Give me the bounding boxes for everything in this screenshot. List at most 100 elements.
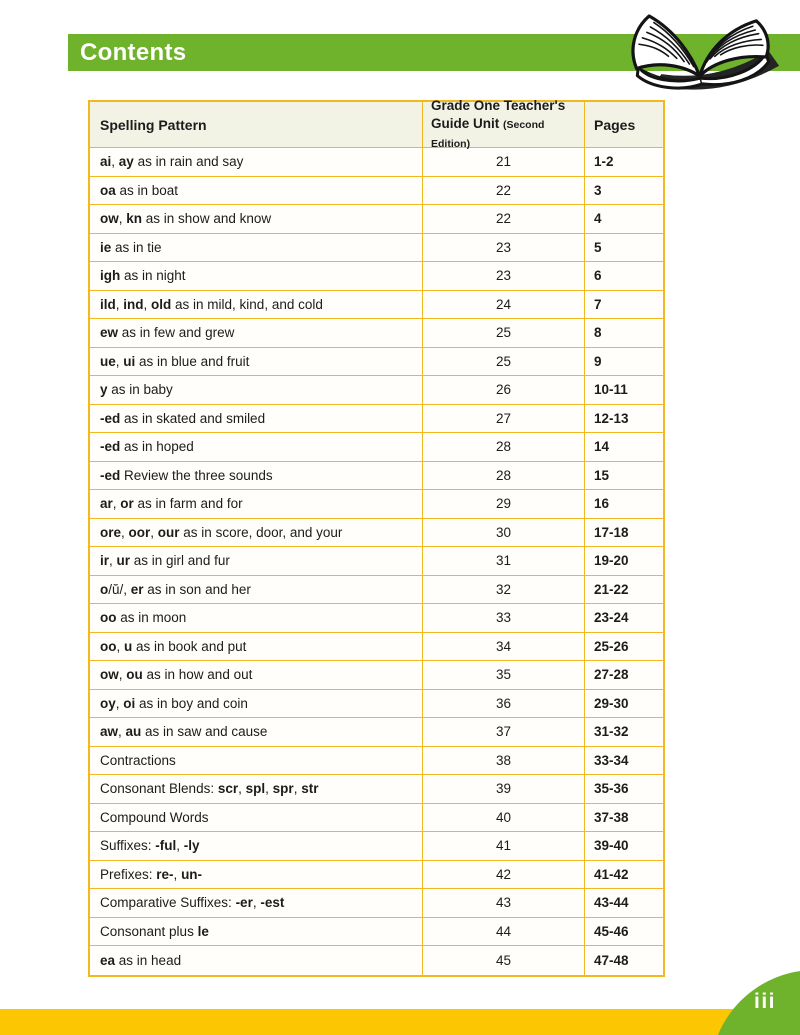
table-row: oy, oi as in boy and coin 36 29-30: [90, 689, 663, 718]
table-row: ew as in few and grew 25 8: [90, 319, 663, 348]
pages-cell: 17-18: [594, 524, 629, 540]
page-title: Contents: [80, 38, 187, 66]
unit-cell: 33: [423, 604, 585, 632]
pages-cell: 15: [594, 467, 610, 483]
pattern-cell: ild, ind, old as in mild, kind, and cold: [90, 290, 423, 318]
header-pages: Pages: [585, 102, 663, 147]
unit-cell: 28: [423, 433, 585, 461]
table-header-row: Spelling Pattern Grade One Teacher's Gui…: [90, 98, 663, 150]
unit-cell: 23: [423, 262, 585, 290]
unit-cell: 34: [423, 632, 585, 660]
table-row: oa as in boat 22 3: [90, 176, 663, 205]
pages-cell: 37-38: [594, 809, 629, 825]
pages-cell: 19-20: [594, 553, 629, 569]
table-row: ir, ur as in girl and fur 31 19-20: [90, 547, 663, 576]
unit-cell: 39: [423, 775, 585, 803]
unit-cell: 21: [423, 148, 585, 176]
unit-cell: 41: [423, 832, 585, 860]
table-row: Comparative Suffixes: -er, -est 43 43-44: [90, 889, 663, 918]
table-row: igh as in night 23 6: [90, 262, 663, 291]
unit-cell: 43: [423, 889, 585, 917]
table-row: Contractions 38 33-34: [90, 746, 663, 775]
table-row: Consonant Blends: scr, spl, spr, str 39 35…: [90, 775, 663, 804]
pattern-cell: ie as in tie: [90, 233, 423, 261]
unit-cell: 22: [423, 176, 585, 204]
pages-cell: 1-2: [594, 154, 614, 170]
contents-table: Spelling Pattern Grade One Teacher's Gui…: [88, 98, 665, 977]
unit-cell: 28: [423, 461, 585, 489]
header-guide-unit-line2: Guide Unit (Second Edition): [431, 116, 545, 150]
pages-cell: 3: [594, 182, 602, 198]
unit-cell: 36: [423, 689, 585, 717]
pattern-cell: Consonant plus le: [90, 917, 423, 945]
pages-cell: 7: [594, 296, 602, 312]
pages-cell: 5: [594, 239, 602, 255]
pages-cell: 6: [594, 268, 602, 284]
unit-cell: 30: [423, 518, 585, 546]
page-number-circle: iii: [710, 970, 800, 1035]
pages-cell: 14: [594, 439, 610, 455]
pattern-cell: o/ŭ/, er as in son and her: [90, 575, 423, 603]
unit-cell: 26: [423, 376, 585, 404]
header-spelling-pattern: Spelling Pattern: [90, 102, 423, 147]
pages-cell: 4: [594, 211, 602, 227]
header-guide-unit: Grade One Teacher's Guide Unit (Second E…: [423, 98, 585, 150]
table-row: ild, ind, old as in mild, kind, and cold…: [90, 290, 663, 319]
pattern-cell: Comparative Suffixes: -er, -est: [90, 889, 423, 917]
unit-cell: 35: [423, 661, 585, 689]
table-row: ue, ui as in blue and fruit 25 9: [90, 347, 663, 376]
pattern-cell: Compound Words: [90, 803, 423, 831]
pattern-cell: Suffixes: -ful, -ly: [90, 832, 423, 860]
pattern-cell: ar, or as in farm and for: [90, 490, 423, 518]
pages-cell: 23-24: [594, 610, 629, 626]
pattern-cell: y as in baby: [90, 376, 423, 404]
unit-cell: 45: [423, 946, 585, 975]
pattern-cell: oy, oi as in boy and coin: [90, 689, 423, 717]
table-row: ow, kn as in show and know 22 4: [90, 205, 663, 234]
unit-cell: 24: [423, 290, 585, 318]
pages-cell: 16: [594, 496, 610, 512]
table-row: y as in baby 26 10-11: [90, 376, 663, 405]
unit-cell: 31: [423, 547, 585, 575]
header-spelling-pattern-label: Spelling Pattern: [100, 116, 207, 133]
unit-cell: 25: [423, 347, 585, 375]
table-row: ow, ou as in how and out 35 27-28: [90, 661, 663, 690]
pages-cell: 45-46: [594, 923, 629, 939]
pattern-cell: ai, ay as in rain and say: [90, 148, 423, 176]
header-guide-unit-line1: Grade One Teacher's: [431, 98, 566, 114]
table-row: Prefixes: re-, un- 42 41-42: [90, 860, 663, 889]
pattern-cell: ow, kn as in show and know: [90, 205, 423, 233]
unit-cell: 27: [423, 404, 585, 432]
unit-cell: 23: [423, 233, 585, 261]
table-row: Suffixes: -ful, -ly 41 39-40: [90, 832, 663, 861]
pages-cell: 43-44: [594, 895, 629, 911]
pattern-cell: aw, au as in saw and cause: [90, 718, 423, 746]
table-body: ai, ay as in rain and say 21 1-2 oa as in b…: [90, 148, 663, 975]
pattern-cell: ue, ui as in blue and fruit: [90, 347, 423, 375]
pattern-cell: -ed Review the three sounds: [90, 461, 423, 489]
table-row: o/ŭ/, er as in son and her 32 21-22: [90, 575, 663, 604]
unit-cell: 29: [423, 490, 585, 518]
pages-cell: 47-48: [594, 952, 629, 968]
pages-cell: 21-22: [594, 581, 629, 597]
pattern-cell: oo as in moon: [90, 604, 423, 632]
pattern-cell: ow, ou as in how and out: [90, 661, 423, 689]
unit-cell: 22: [423, 205, 585, 233]
open-book-icon: [613, 2, 785, 96]
pattern-cell: -ed as in hoped: [90, 433, 423, 461]
pattern-cell: Consonant Blends: scr, spl, spr, str: [90, 775, 423, 803]
pages-cell: 31-32: [594, 724, 629, 740]
pattern-cell: -ed as in skated and smiled: [90, 404, 423, 432]
table-row: Consonant plus le 44 45-46: [90, 917, 663, 946]
pattern-cell: igh as in night: [90, 262, 423, 290]
table-row: ai, ay as in rain and say 21 1-2: [90, 148, 663, 177]
table-row: oo as in moon 33 23-24: [90, 604, 663, 633]
table-row: ore, oor, our as in score, door, and you…: [90, 518, 663, 547]
table-row: Compound Words 40 37-38: [90, 803, 663, 832]
unit-cell: 38: [423, 746, 585, 774]
pattern-cell: oa as in boat: [90, 176, 423, 204]
table-row: -ed Review the three sounds 28 15: [90, 461, 663, 490]
pattern-cell: ir, ur as in girl and fur: [90, 547, 423, 575]
pattern-cell: ew as in few and grew: [90, 319, 423, 347]
pattern-cell: oo, u as in book and put: [90, 632, 423, 660]
